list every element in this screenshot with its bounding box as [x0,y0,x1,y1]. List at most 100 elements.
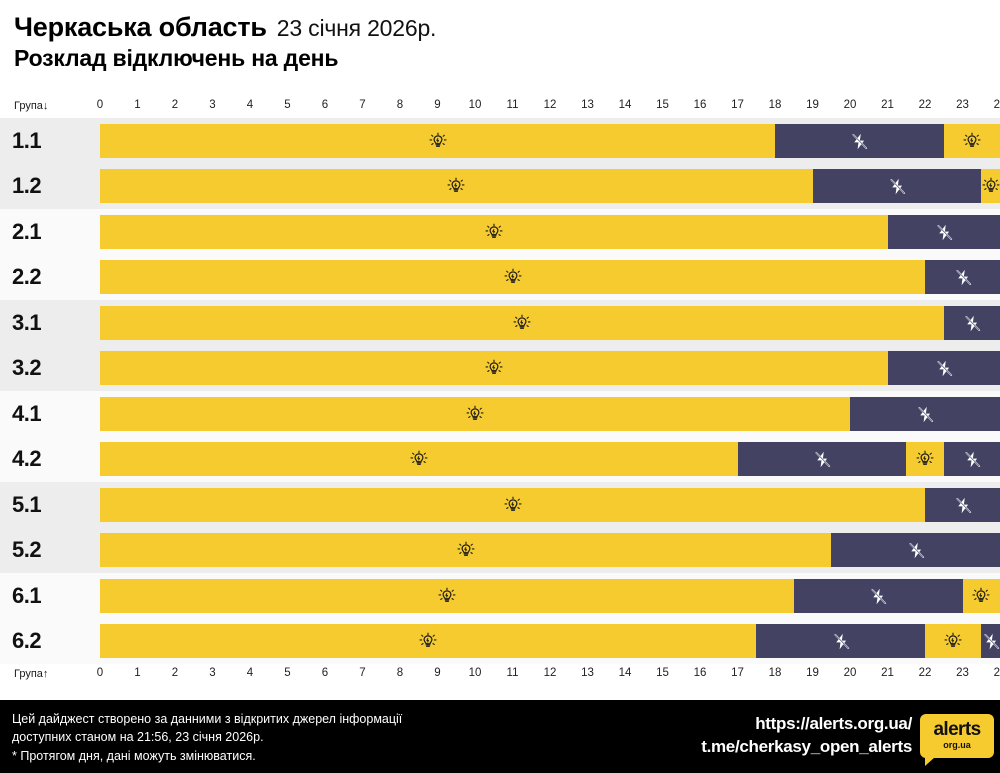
power-segment[interactable] [100,442,738,476]
power-segment[interactable] [100,260,925,294]
axis-tick-21: 21 [881,667,894,679]
row-track [100,578,1000,613]
schedule-row: 2.2 [0,254,1000,300]
power-segment[interactable] [100,396,850,431]
schedule-row: 1.2 [0,163,1000,209]
axis-tick-2: 2 [171,99,179,111]
logo-sub-text: org.ua [943,740,971,750]
outage-segment[interactable] [925,487,1000,522]
outage-segment[interactable] [812,169,982,203]
axis-tick-3: 3 [209,667,216,679]
footer-website-link[interactable]: https://alerts.org.ua/ [755,714,912,733]
axis-tick-19: 19 [806,99,819,111]
axis-tick-11: 11 [506,667,519,679]
power-segment[interactable] [100,578,794,613]
row-label-3.2: 3.2 [12,355,42,381]
axis-tick-18: 18 [768,99,782,111]
power-segment[interactable] [925,624,982,658]
row-label-5.2: 5.2 [12,537,42,563]
axis-tick-18: 18 [768,667,782,679]
label-column [0,118,100,664]
axis-tick-4: 4 [246,667,254,679]
schedule-row: 4.2 [0,436,1000,482]
row-label-2.1: 2.1 [12,218,42,244]
axis-tick-20: 20 [843,99,857,111]
axis-tick-14: 14 [618,667,632,679]
outage-segment[interactable] [925,260,1000,294]
alerts-logo: alerts org.ua [920,714,994,766]
axis-tick-24: 24 [993,99,1000,111]
power-segment[interactable] [100,214,888,249]
axis-label-bottom: Група↑ [14,668,49,680]
footer-telegram-link[interactable]: t.me/cherkasy_open_alerts [701,736,912,756]
row-track [100,442,1000,476]
row-label-2.2: 2.2 [12,264,42,290]
axis-tick-12: 12 [543,667,557,679]
schedule-row: 4.1 [0,391,1000,437]
row-track [100,624,1000,658]
axis-tick-22: 22 [918,99,932,111]
outage-segment[interactable] [737,442,907,476]
axis-tick-13: 13 [581,99,594,111]
axis-tick-2: 2 [171,667,179,679]
row-track [100,396,1000,431]
row-label-6.1: 6.1 [12,582,42,608]
row-label-4.1: 4.1 [12,400,42,426]
row-track [100,305,1000,340]
axis-tick-9: 9 [434,99,441,111]
row-track [100,123,1000,158]
axis-bottom: Група↑ 0 1 2 3 4 5 6 7 8 9 10 11 12 13 14 15 16 17 18 19 20 2… [0,664,1000,686]
row-track [100,260,1000,294]
page-title: Черкаська область [14,12,267,42]
outage-segment[interactable] [981,624,1000,658]
axis-tick-7: 7 [359,667,366,679]
row-track [100,214,1000,249]
power-segment[interactable] [100,624,757,658]
axis-tick-1: 1 [134,99,141,111]
outage-segment[interactable] [943,305,1000,340]
row-track [100,487,1000,522]
power-segment[interactable] [100,305,944,340]
schedule-date: 23 січня 2026р. [276,15,437,41]
power-segment[interactable] [906,442,944,476]
outage-segment[interactable] [831,533,1000,567]
axis-tick-0: 0 [96,99,104,111]
outage-segment[interactable] [793,578,963,613]
row-track [100,351,1000,385]
chart-plot-area: 1.1 1.2 2.1 2.2 3.1 3.2 4.1 4.2 5.1 5.2 6.1 6.2 [0,118,1000,664]
outage-segment[interactable] [850,396,1000,431]
power-segment[interactable] [100,169,813,203]
axis-tick-21: 21 [881,99,894,111]
power-segment[interactable] [962,578,1000,613]
outage-segment[interactable] [887,351,1000,385]
axis-tick-11: 11 [506,99,519,111]
schedule-row: 3.2 [0,345,1000,391]
schedule-row: 1.1 [0,118,1000,164]
axis-tick-10: 10 [468,99,482,111]
row-label-3.1: 3.1 [12,309,42,335]
outage-segment[interactable] [887,214,1000,249]
axis-tick-19: 19 [806,667,819,679]
power-segment[interactable] [100,487,925,522]
axis-tick-23: 23 [956,99,969,111]
row-label-4.2: 4.2 [12,446,42,472]
axis-tick-8: 8 [396,667,404,679]
axis-tick-20: 20 [843,667,857,679]
schedule-row: 5.2 [0,527,1000,573]
power-segment[interactable] [100,123,775,158]
outage-segment[interactable] [775,123,944,158]
axis-tick-6: 6 [321,667,329,679]
axis-tick-14: 14 [618,99,632,111]
power-segment[interactable] [100,533,832,567]
footer-note: Цей дайджест створено за данними з відкр… [12,712,403,763]
outage-segment[interactable] [756,624,925,658]
outage-segment[interactable] [943,442,1000,476]
power-segment[interactable] [981,169,1000,203]
axis-tick-0: 0 [96,667,104,679]
page-subtitle: Розклад відключень на день [14,45,339,72]
axis-tick-23: 23 [956,667,969,679]
power-segment[interactable] [943,123,1000,158]
row-label-6.2: 6.2 [12,628,42,654]
power-segment[interactable] [100,351,888,385]
